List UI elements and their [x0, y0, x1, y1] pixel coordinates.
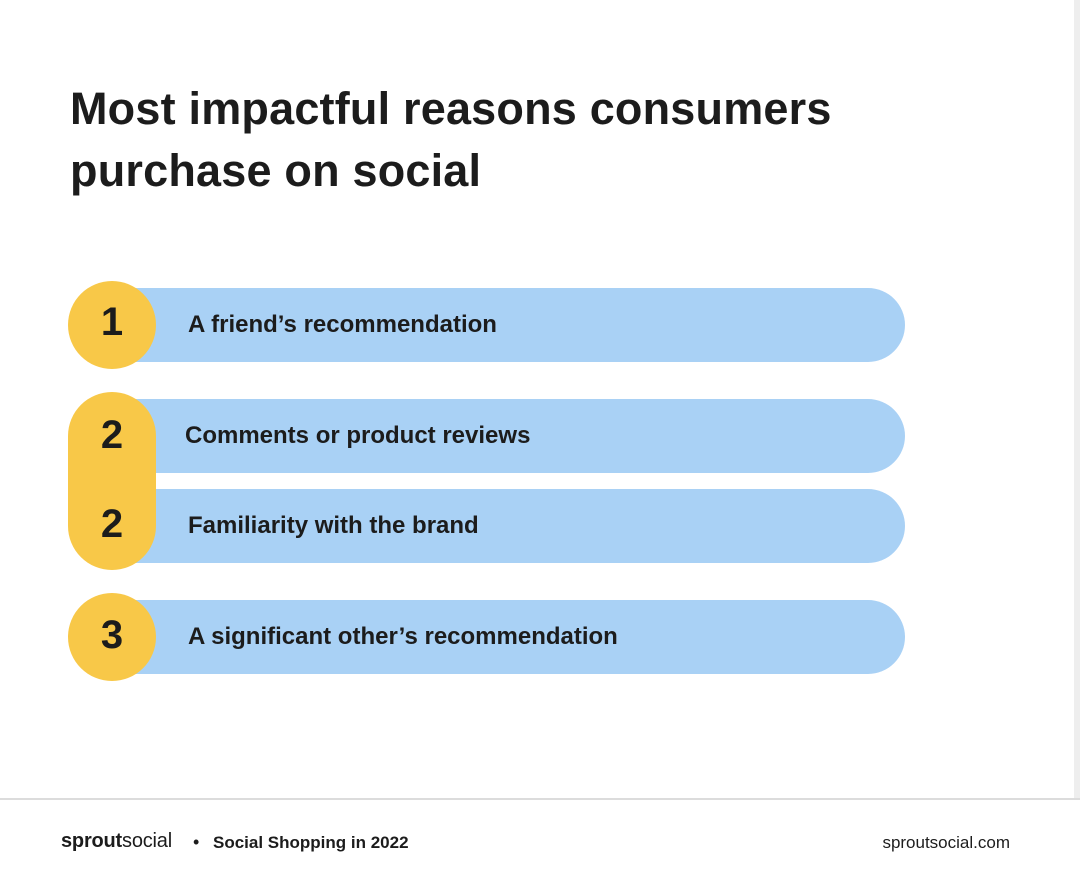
reason-label-2: Comments or product reviews [185, 422, 531, 449]
rank-badge-3 [68, 593, 156, 681]
brand-logo-bold: sprout [61, 830, 123, 852]
page-title: Most impactful reasons consumers purchas… [70, 83, 832, 196]
footer: sproutsocial • Social Shopping in 2022 s… [0, 800, 1080, 884]
rank-badge-tie [68, 392, 156, 570]
site-url: sproutsocial.com [882, 833, 1010, 852]
rank-badge-1 [68, 281, 156, 369]
slide-edge [1074, 0, 1080, 884]
reason-bar-2: Comments or product reviews [112, 399, 905, 473]
footer-divider [0, 798, 1080, 800]
footer-separator: • [193, 832, 200, 852]
report-name: Social Shopping in 2022 [213, 833, 409, 852]
brand-logo-light: social [122, 830, 172, 852]
reason-bar-3: Familiarity with the brand [112, 489, 905, 563]
reason-label-4: A significant other’s recommendation [188, 623, 618, 650]
reason-label-1: A friend’s recommendation [188, 311, 497, 338]
brand-logo: sproutsocial [61, 830, 172, 853]
reason-bar-4: A significant other’s recommendation [112, 600, 905, 674]
reason-bar-1: A friend’s recommendation [112, 288, 905, 362]
reason-label-3: Familiarity with the brand [188, 512, 479, 539]
